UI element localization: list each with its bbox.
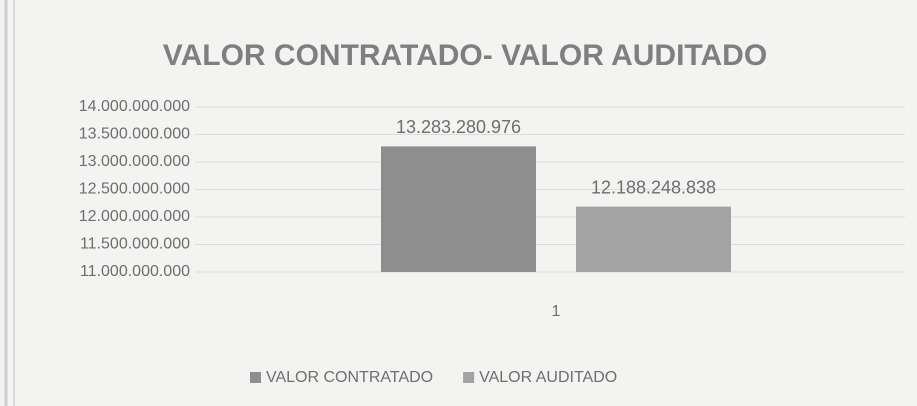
data-label: 12.188.248.838 (591, 177, 716, 197)
legend-swatch (250, 372, 261, 383)
bar (381, 146, 536, 272)
y-tick-label: 11.500.000.000 (80, 236, 190, 253)
y-tick-label: 13.000.000.000 (79, 153, 190, 170)
y-tick-label: 12.500.000.000 (79, 181, 190, 198)
y-tick-label: 13.500.000.000 (79, 126, 190, 143)
y-tick-label: 11.000.000.000 (80, 263, 190, 280)
bar (576, 206, 731, 272)
legend-label: VALOR CONTRATADO (266, 369, 433, 386)
chart-title: VALOR CONTRATADO- VALOR AUDITADO (163, 39, 767, 72)
legend-swatch (463, 372, 475, 383)
legend-label: VALOR AUDITADO (479, 369, 617, 386)
y-tick-label: 14.000.000.000 (79, 98, 190, 115)
y-tick-label: 12.000.000.000 (79, 208, 190, 225)
data-label: 13.283.280.976 (396, 117, 521, 137)
x-tick-label: 1 (552, 303, 561, 320)
